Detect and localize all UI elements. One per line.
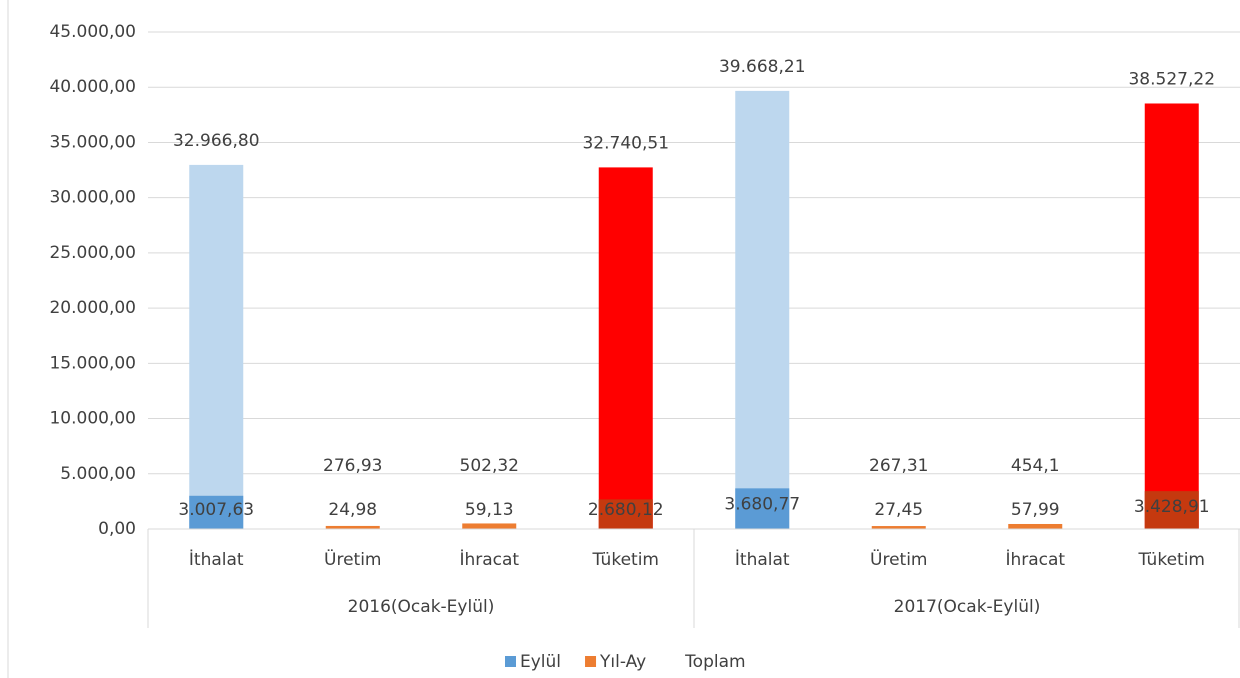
- x-tick-label: İthalat: [189, 549, 244, 570]
- data-label: 27,45: [874, 500, 923, 520]
- bar: [871, 526, 926, 529]
- y-tick-label: 30.000,00: [49, 188, 136, 208]
- bar: [598, 499, 653, 529]
- y-tick-label: 10.000,00: [49, 409, 136, 429]
- data-label: 39.668,21: [719, 57, 806, 77]
- legend-label: Toplam: [684, 652, 745, 672]
- bar: [1008, 523, 1063, 529]
- bar: [735, 90, 790, 529]
- y-tick-label: 15.000,00: [49, 353, 136, 373]
- data-label: 2.680,12: [588, 500, 664, 520]
- data-label: 24,98: [328, 500, 377, 520]
- x-tick-label: Üretim: [324, 548, 381, 570]
- data-label: 454,1: [1011, 456, 1060, 476]
- data-label: 502,32: [460, 456, 519, 476]
- data-label: 57,99: [1011, 500, 1060, 520]
- data-label: 32.740,51: [582, 133, 669, 153]
- x-tick-label: İhracat: [1005, 549, 1065, 570]
- legend-label: Yıl-Ay: [599, 652, 646, 672]
- legend-label: Eylül: [520, 652, 561, 672]
- data-label: 59,13: [465, 500, 514, 520]
- legend-swatch: [505, 656, 516, 667]
- bar: [325, 525, 380, 529]
- x-tick-label: İthalat: [735, 549, 790, 570]
- data-label: 32.966,80: [173, 131, 260, 151]
- data-label: 3.007,63: [178, 500, 254, 520]
- data-label: 267,31: [869, 456, 928, 476]
- x-tick-label: Tüketim: [1138, 550, 1205, 570]
- y-tick-label: 5.000,00: [60, 464, 136, 484]
- bar: [1144, 103, 1199, 530]
- y-tick-label: 20.000,00: [49, 298, 136, 318]
- legend-swatch: [585, 656, 597, 667]
- data-label: 3.428,91: [1134, 497, 1210, 517]
- bar: [189, 164, 244, 529]
- x-tick-label: Tüketim: [592, 550, 659, 570]
- data-label: 3.680,77: [724, 494, 800, 514]
- y-tick-label: 35.000,00: [49, 132, 136, 152]
- bar: [189, 495, 244, 529]
- data-label: 276,93: [323, 456, 382, 476]
- x-tick-label: İhracat: [459, 549, 519, 570]
- group-label: 2016(Ocak-Eylül): [348, 597, 495, 617]
- y-tick-label: 45.000,00: [49, 22, 136, 42]
- y-tick-label: 25.000,00: [49, 243, 136, 263]
- data-label: 38.527,22: [1128, 69, 1215, 89]
- bar: [598, 167, 653, 529]
- x-tick-label: Üretim: [870, 548, 927, 570]
- bar: [1144, 491, 1199, 529]
- y-tick-label: 0,00: [98, 519, 136, 539]
- y-tick-label: 40.000,00: [49, 77, 136, 97]
- bar: [735, 488, 790, 529]
- group-label: 2017(Ocak-Eylül): [894, 597, 1041, 617]
- bar: [462, 523, 517, 529]
